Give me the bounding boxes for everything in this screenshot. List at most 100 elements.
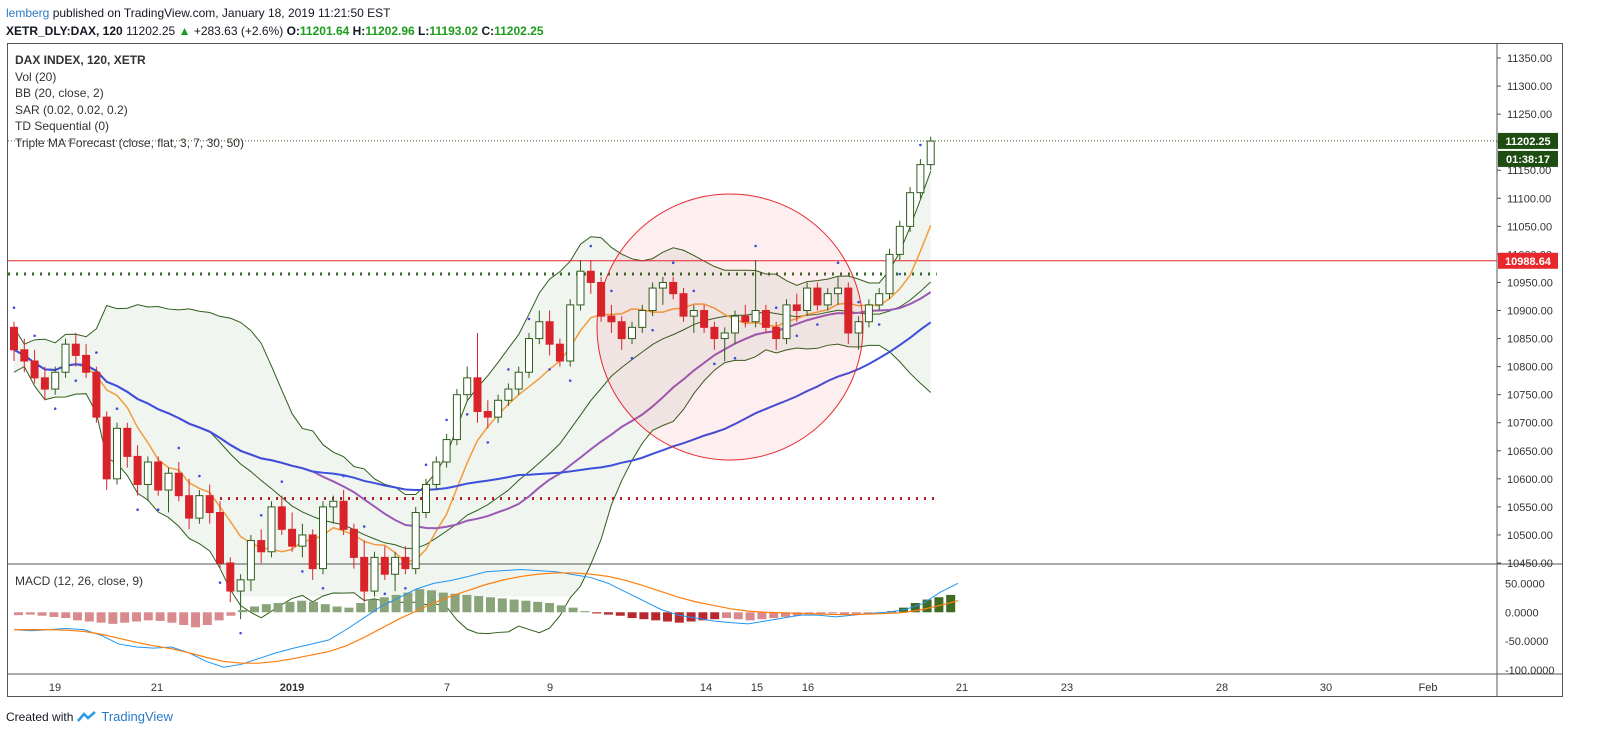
macd-tick-label: 0.0000 <box>1505 607 1539 619</box>
macd-bar <box>545 603 554 613</box>
candle-body <box>761 310 770 328</box>
sar-dot <box>424 463 428 467</box>
candle-body <box>82 354 91 373</box>
candle-body <box>442 439 451 463</box>
price-tick-label: 11250.00 <box>1507 109 1552 121</box>
sar-dot <box>53 407 57 411</box>
macd-bar <box>922 599 932 613</box>
macd-bar <box>497 598 507 613</box>
candle-body <box>854 321 863 334</box>
candle-body <box>895 225 904 255</box>
sar-dot <box>136 508 139 511</box>
candle-body <box>30 360 39 379</box>
price-tick-label: 10500.00 <box>1507 530 1553 542</box>
candle-body <box>803 287 812 312</box>
candle-body <box>916 164 925 194</box>
sar-dot <box>774 306 778 310</box>
macd-bar <box>155 612 165 621</box>
candle-body <box>597 281 606 317</box>
macd-bar <box>592 612 602 614</box>
macd-bar <box>580 611 590 613</box>
macd-bar <box>863 612 873 615</box>
x-axis-label: 21 <box>151 682 163 694</box>
candle-body <box>257 540 266 553</box>
x-axis-label: 15 <box>751 682 763 694</box>
candle-body <box>658 281 667 289</box>
candle-body <box>216 512 224 564</box>
candle-body <box>586 270 595 283</box>
macd-bar <box>108 612 118 624</box>
macd-bar <box>14 612 23 616</box>
macd-bar <box>226 612 236 616</box>
macd-bar <box>946 594 956 613</box>
candle-body <box>844 287 853 334</box>
price-tick-label: 10450.00 <box>1507 558 1553 570</box>
x-axis-label: 30 <box>1320 682 1332 694</box>
legend-vol: Vol (20) <box>15 69 57 84</box>
sar-dot <box>465 413 469 416</box>
close-value: 11202.25 <box>494 24 544 38</box>
macd-bar <box>509 599 519 613</box>
macd-bar <box>415 589 425 613</box>
macd-bar <box>769 612 779 619</box>
sar-dot <box>816 323 819 326</box>
candle-body <box>504 388 513 401</box>
macd-bar <box>722 612 731 619</box>
up-arrow-icon: ▲ <box>178 24 191 38</box>
chart-frame[interactable] <box>7 43 1563 697</box>
candle-body <box>422 483 430 514</box>
x-axis-label: 2019 <box>280 682 304 694</box>
candle-body <box>185 495 194 519</box>
price-tick-label: 10700.00 <box>1507 418 1553 430</box>
macd-bar <box>273 603 283 613</box>
candle-body <box>71 343 80 356</box>
legend-td: TD Sequential (0) <box>15 119 110 133</box>
macd-bar <box>486 597 495 613</box>
candle-body <box>906 192 915 227</box>
candle-body <box>885 253 894 295</box>
candle-body <box>792 304 801 312</box>
sar-dot <box>692 289 696 293</box>
tradingview-brand[interactable]: TradingView <box>101 709 173 724</box>
candle-body <box>772 326 781 340</box>
candle-body <box>20 349 29 362</box>
symbol-name: XETR_DLY:DAX, 120 <box>6 24 123 38</box>
candle-body <box>607 315 616 323</box>
resistance-tag: 10988.64 <box>1505 256 1552 268</box>
candle-body <box>864 304 873 323</box>
macd-bar <box>25 612 35 615</box>
price-tick-label: 10650.00 <box>1507 446 1553 458</box>
candle-body <box>535 321 544 340</box>
sar-dot <box>383 592 387 596</box>
candle-body <box>319 506 327 570</box>
macd-bar <box>37 612 47 616</box>
candle-body <box>277 506 286 530</box>
macd-tick-label: -50.0000 <box>1505 636 1548 648</box>
chart-header: lemberg published on TradingView.com, Ja… <box>6 4 1606 40</box>
candle-body <box>628 326 636 340</box>
macd-bar <box>84 612 94 622</box>
macd-bar <box>792 612 802 616</box>
sar-dot <box>610 289 613 293</box>
countdown-tag: 01:38:17 <box>1506 154 1550 166</box>
last-price-tag: 11202.25 <box>1505 136 1550 148</box>
x-axis-label: 7 <box>444 682 450 694</box>
sar-dot <box>218 581 222 584</box>
candle-body <box>741 315 750 323</box>
author-link[interactable]: lemberg <box>6 6 50 20</box>
candle-body <box>40 377 49 390</box>
sar-dot <box>342 474 345 478</box>
macd-bar <box>73 612 82 621</box>
created-with-text: Created with <box>6 709 74 724</box>
candle-body <box>525 338 533 373</box>
macd-bar <box>615 612 625 616</box>
price-tick-label: 11350.00 <box>1507 53 1552 65</box>
macd-bar <box>651 612 661 621</box>
candle-body <box>494 399 503 418</box>
macd-bar <box>627 612 637 619</box>
candle-body <box>195 495 204 519</box>
macd-bar <box>851 612 861 615</box>
candle-body <box>452 394 461 441</box>
macd-bar <box>143 612 153 621</box>
